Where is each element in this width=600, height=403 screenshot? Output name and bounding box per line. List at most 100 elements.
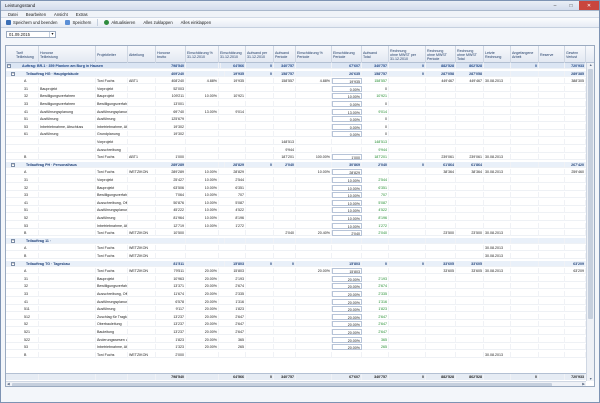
column-header[interactable]: Letzte Rechnung	[484, 46, 511, 63]
grid-cell[interactable]: 0.00%	[332, 116, 362, 123]
menu-extras[interactable]: Extras	[75, 11, 88, 17]
expand-all-button[interactable]: Alles einklappen	[180, 20, 212, 25]
grid-cell[interactable]	[296, 336, 332, 343]
grid-cell[interactable]	[296, 108, 332, 115]
column-header[interactable]: Tarif Teilleistung	[15, 46, 39, 63]
grid-cell[interactable]: 10.00%	[186, 222, 219, 229]
grid-cell[interactable]	[296, 344, 332, 351]
grid-cell[interactable]	[296, 245, 332, 252]
grid-cell[interactable]	[186, 139, 219, 145]
grid-cell[interactable]: 20.00%	[186, 329, 219, 335]
data-grid[interactable]: Tarif Teilleistung Honorar Teilleistung Pr…	[5, 45, 595, 387]
chevron-down-icon[interactable]: ▼	[49, 31, 55, 37]
menu-ansicht[interactable]: Ansicht	[54, 11, 68, 17]
table-row[interactable]: A Toni Fuchs WETZIKON 30.08.2013	[6, 245, 589, 252]
scroll-thumb[interactable]	[12, 383, 552, 386]
grid-cell[interactable]: 10.00%	[186, 93, 219, 100]
table-row[interactable]: Vorprojekt 148'513 148'513	[6, 139, 589, 145]
grid-cell[interactable]: 20.00%	[186, 321, 219, 328]
grid-cell[interactable]	[296, 207, 332, 214]
grid-cell[interactable]: 0.00%	[332, 85, 362, 92]
grid-cell[interactable]: 10.00%	[332, 199, 362, 206]
table-row[interactable]: 51 Ausführung Ausführung 125'679 0.00% 0	[6, 116, 589, 123]
grid-cell[interactable]	[296, 184, 332, 191]
grid-cell[interactable]: 10.00%	[186, 184, 219, 191]
column-header[interactable]: Gewinn Verlust	[565, 46, 586, 63]
grid-cell[interactable]	[296, 139, 332, 145]
grid-cell[interactable]: 10.00%	[186, 207, 219, 214]
grid-cell[interactable]: 20.00%	[332, 344, 362, 351]
grid-cell[interactable]: 10.00%	[186, 169, 219, 176]
scroll-right-icon[interactable]: ▶	[582, 382, 585, 386]
grid-cell[interactable]: 20.00%	[186, 344, 219, 351]
menu-bearbeiten[interactable]: Bearbeiten	[25, 11, 47, 17]
grid-cell[interactable]	[296, 146, 332, 153]
grid-cell[interactable]	[296, 177, 332, 183]
table-row[interactable]: 41 Ausführungsplanung 6'578 20.00% 1'316 20.0…	[6, 298, 589, 305]
column-header[interactable]: Aufwand per 31.12.2010	[246, 46, 274, 63]
grid-cell[interactable]	[186, 101, 219, 107]
table-row[interactable]: 521 Bauleitung 13'237 20.00% 2'647 20.00% 2'64…	[6, 329, 589, 335]
grid-cell[interactable]: 20.00%	[186, 306, 219, 313]
grid-cell[interactable]	[332, 245, 362, 252]
column-header[interactable]: Projektleiter	[96, 46, 128, 63]
date-picker[interactable]: 01.09.2015 ▼	[6, 30, 56, 38]
grid-cell[interactable]: 19'935	[332, 78, 362, 85]
grid-cell[interactable]: 10.00%	[332, 177, 362, 183]
grid-cell[interactable]	[296, 253, 332, 259]
collapse-icon[interactable]: −	[11, 238, 15, 243]
scroll-thumb[interactable]	[588, 69, 593, 319]
close-button[interactable]: ✕	[579, 1, 599, 10]
grid-cell[interactable]: 2'040	[332, 230, 362, 237]
grid-cell[interactable]: 10.00%	[186, 192, 219, 199]
grid-cell[interactable]: 20.00%	[332, 275, 362, 282]
grid-cell[interactable]: 20.00%	[332, 291, 362, 297]
column-header[interactable]: Rechnung ohne MWST Total	[456, 46, 484, 63]
column-header[interactable]: Honorar brutto	[156, 46, 186, 63]
grid-cell[interactable]: 20.00%	[186, 298, 219, 305]
collapse-all-button[interactable]: Alles zuklappen	[143, 20, 173, 25]
column-header[interactable]: Honorar Teilleistung	[39, 46, 96, 63]
grid-cell[interactable]: 10.00%	[332, 93, 362, 100]
grid-cell[interactable]: 10.00%	[332, 215, 362, 221]
grid-cell[interactable]	[186, 116, 219, 123]
column-header[interactable]: Einschätzung 31.12.2010	[219, 46, 246, 63]
grid-cell[interactable]: 1'000	[332, 154, 362, 161]
refresh-button[interactable]: Aktualisieren	[102, 19, 137, 26]
grid-cell[interactable]	[296, 321, 332, 328]
grid-cell[interactable]	[186, 123, 219, 130]
grid-cell[interactable]	[332, 351, 362, 358]
table-row[interactable]: 32Bewilligungsverfahren13'37120.00%2'674…	[6, 283, 589, 290]
grid-cell[interactable]	[186, 154, 219, 161]
grid-cell[interactable]	[296, 329, 332, 335]
scroll-down-icon[interactable]: ▼	[589, 377, 593, 381]
grid-cell[interactable]	[296, 291, 332, 297]
grid-cell[interactable]	[186, 146, 219, 153]
table-row[interactable]: B Toni Fuchs WETZIKON 30.08.2013	[6, 253, 589, 259]
grid-cell[interactable]: 13.00%	[186, 108, 219, 115]
grid-cell[interactable]: 20.00%	[332, 306, 362, 313]
grid-cell[interactable]	[296, 298, 332, 305]
grid-cell[interactable]: 100.00%	[296, 154, 332, 161]
grid-cell[interactable]: 15'803	[332, 268, 362, 275]
grid-cell[interactable]: 20.00%	[332, 283, 362, 290]
grid-cell[interactable]: 10.00%	[332, 207, 362, 214]
grid-cell[interactable]	[186, 85, 219, 92]
grid-cell[interactable]: 20.00%	[296, 268, 332, 275]
collapse-icon[interactable]: −	[11, 261, 15, 266]
grid-cell[interactable]: 20.00%	[186, 313, 219, 320]
grid-cell[interactable]: 20.00%	[332, 329, 362, 335]
collapse-icon[interactable]: −	[11, 162, 15, 167]
grid-cell[interactable]	[296, 283, 332, 290]
grid-cell[interactable]	[186, 131, 219, 138]
group-row[interactable]: − Teilauftrag TG · Tagesbau 81'511 15'803 0 0…	[6, 260, 594, 267]
grid-cell[interactable]: 20.00%	[186, 291, 219, 297]
column-header[interactable]: Einschätzung % 31.12.2010	[186, 46, 219, 63]
column-header[interactable]: Einschätzung % Periode	[296, 46, 332, 63]
grid-cell[interactable]	[296, 351, 332, 358]
grid-cell[interactable]	[332, 146, 362, 153]
grid-cell[interactable]	[296, 116, 332, 123]
grid-cell[interactable]	[296, 222, 332, 229]
grid-cell[interactable]: 10.00%	[332, 192, 362, 199]
